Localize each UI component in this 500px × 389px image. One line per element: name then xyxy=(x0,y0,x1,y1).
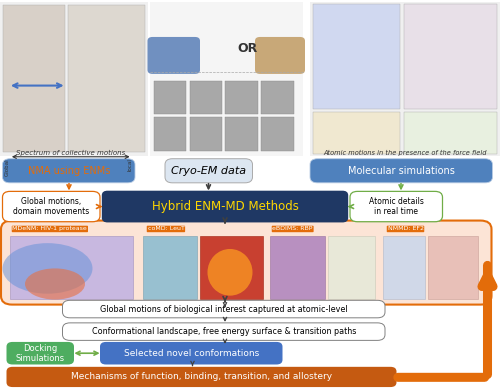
FancyBboxPatch shape xyxy=(190,81,222,114)
Text: eBDIMS: RBP: eBDIMS: RBP xyxy=(272,226,313,231)
FancyBboxPatch shape xyxy=(0,2,148,156)
FancyBboxPatch shape xyxy=(165,159,252,183)
Text: local: local xyxy=(128,158,132,171)
Text: MDeNM: HIV-1 protease: MDeNM: HIV-1 protease xyxy=(12,226,88,231)
FancyBboxPatch shape xyxy=(262,117,294,151)
Text: Global: Global xyxy=(5,158,10,176)
Text: Conformational landscape, free energy surface & transition paths: Conformational landscape, free energy su… xyxy=(92,327,356,336)
FancyBboxPatch shape xyxy=(10,236,132,299)
FancyBboxPatch shape xyxy=(350,191,442,222)
FancyBboxPatch shape xyxy=(404,4,496,109)
Text: Mechanisms of function, binding, transition, and allostery: Mechanisms of function, binding, transit… xyxy=(71,372,332,382)
FancyBboxPatch shape xyxy=(200,236,262,299)
Ellipse shape xyxy=(2,243,92,294)
FancyBboxPatch shape xyxy=(262,81,294,114)
FancyBboxPatch shape xyxy=(2,191,100,222)
FancyBboxPatch shape xyxy=(428,236,478,299)
FancyBboxPatch shape xyxy=(328,236,375,299)
FancyBboxPatch shape xyxy=(100,342,282,364)
FancyBboxPatch shape xyxy=(190,117,222,151)
FancyBboxPatch shape xyxy=(404,112,496,154)
FancyBboxPatch shape xyxy=(62,300,385,318)
Text: Global motions,
domain movements: Global motions, domain movements xyxy=(13,197,90,216)
FancyBboxPatch shape xyxy=(102,191,348,222)
FancyBboxPatch shape xyxy=(310,2,500,156)
FancyBboxPatch shape xyxy=(2,5,65,152)
Ellipse shape xyxy=(208,249,252,296)
FancyBboxPatch shape xyxy=(142,236,198,299)
FancyBboxPatch shape xyxy=(312,4,400,109)
FancyBboxPatch shape xyxy=(226,81,258,114)
FancyBboxPatch shape xyxy=(270,236,325,299)
FancyBboxPatch shape xyxy=(226,117,258,151)
Ellipse shape xyxy=(25,268,85,300)
FancyBboxPatch shape xyxy=(2,159,135,183)
Text: coMD: LeuT: coMD: LeuT xyxy=(148,226,184,231)
FancyBboxPatch shape xyxy=(6,342,74,364)
FancyBboxPatch shape xyxy=(1,221,492,305)
FancyBboxPatch shape xyxy=(154,117,186,151)
FancyBboxPatch shape xyxy=(62,323,385,340)
FancyBboxPatch shape xyxy=(312,112,400,154)
FancyBboxPatch shape xyxy=(148,37,200,74)
Text: Hybrid ENM-MD Methods: Hybrid ENM-MD Methods xyxy=(152,200,298,213)
Text: Atomic motions in the presence of the force field: Atomic motions in the presence of the fo… xyxy=(323,150,487,156)
FancyBboxPatch shape xyxy=(310,159,492,183)
Text: Selected novel conformations: Selected novel conformations xyxy=(124,349,259,358)
Text: Cryo-EM data: Cryo-EM data xyxy=(171,166,246,176)
FancyBboxPatch shape xyxy=(68,5,145,152)
FancyBboxPatch shape xyxy=(382,236,425,299)
Text: Docking
Simulations: Docking Simulations xyxy=(16,343,65,363)
FancyBboxPatch shape xyxy=(150,2,302,156)
Text: Global motions of biological interest captured at atomic-level: Global motions of biological interest ca… xyxy=(100,305,348,314)
FancyBboxPatch shape xyxy=(255,37,305,74)
Text: NMMD: EF2: NMMD: EF2 xyxy=(388,226,424,231)
FancyBboxPatch shape xyxy=(6,367,396,387)
Text: Spectrum of collective motions: Spectrum of collective motions xyxy=(16,150,126,156)
Text: Atomic details
in real time: Atomic details in real time xyxy=(369,197,424,216)
FancyBboxPatch shape xyxy=(154,81,186,114)
Text: NMA using ENMs: NMA using ENMs xyxy=(28,166,110,176)
Text: Molecular simulations: Molecular simulations xyxy=(348,166,455,176)
Text: OR: OR xyxy=(238,42,258,55)
